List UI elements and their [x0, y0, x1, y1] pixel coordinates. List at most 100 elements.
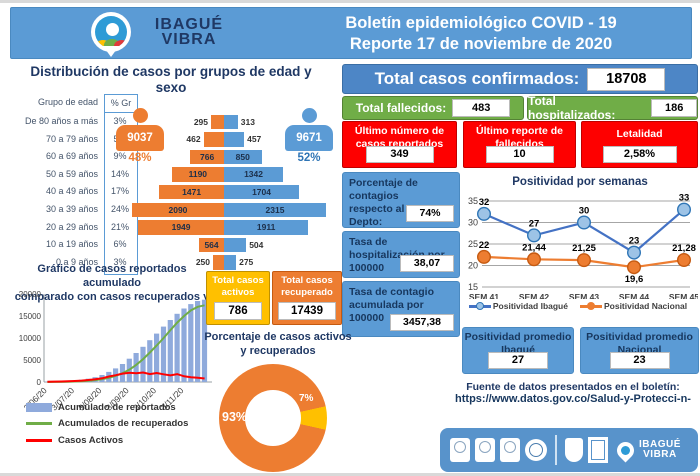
donut-title-line2: y recuperados [240, 345, 316, 357]
hospitalization-rate-box: Tasa de hospitalización por 100000 38,07 [342, 231, 460, 278]
bulletin-title-line2: Reporte 17 de noviembre de 2020 [349, 35, 613, 53]
age-group-label: 70 a 79 años [45, 133, 98, 144]
svg-text:25: 25 [468, 239, 478, 249]
pyramid-row: 30 a 39 años 24% 2090 2315 [12, 201, 342, 219]
male-bar: 1704 [224, 184, 300, 200]
header-bar: IBAGUÉ VIBRA Boletín epidemiológico COVI… [10, 7, 692, 59]
svg-text:21,25: 21,25 [572, 243, 596, 254]
dept-contagion-pct-label: Porcentaje de contagios respecto al Dept… [349, 177, 418, 228]
ibague-vibra-pin-small-icon [613, 437, 638, 463]
pyramid-row: 40 a 49 años 17% 1471 1704 [12, 183, 342, 201]
contagion-rate-value: 3457,38 [390, 314, 454, 331]
svg-text:5000: 5000 [23, 356, 41, 365]
male-bar: 457 [224, 132, 261, 147]
male-bar: 1342 [224, 167, 284, 182]
pyramid-row: 10 a 19 años 6% 564 504 [12, 236, 342, 254]
svg-text:SEM 41: SEM 41 [469, 292, 500, 299]
green-line-swatch-icon [26, 422, 52, 426]
positividad-legend: Positividad Ibagué Positividad Nacional [458, 301, 698, 311]
pyramid-bars: 250 275 [132, 254, 340, 272]
brand-wordmark: IBAGUÉ VIBRA [135, 17, 243, 48]
pyramid-row: 60 a 69 años 9% 766 850 [12, 148, 342, 166]
institution-logo-icon [588, 437, 608, 463]
data-source-url[interactable]: https://www.datos.gov.co/Salud-y-Protecc… [455, 393, 691, 405]
svg-text:15: 15 [468, 282, 478, 292]
age-group-label: 0 a 9 años [55, 256, 98, 267]
footer-divider [555, 435, 557, 465]
legend-item-reportados: Acumulado de reportados [26, 399, 188, 416]
svg-text:20000: 20000 [19, 290, 42, 299]
positividad-promedio-nacional-value: 23 [609, 352, 670, 369]
top-rule [0, 0, 700, 3]
last-reported-cases-box: Último número de casos reportados 349 [342, 121, 457, 168]
dept-contagion-pct-value: 74% [406, 205, 454, 222]
pyramid-bars: 462 457 [132, 131, 340, 149]
svg-text:SEM 44: SEM 44 [619, 292, 650, 299]
female-bar: 2090 [131, 202, 224, 217]
donut-active-label: 7% [299, 393, 314, 404]
total-recovered-label: Total casos recuperado [281, 275, 333, 298]
accumulated-chart-title-line2: comparado con casos recuperados y [14, 291, 210, 303]
pin-circle [95, 16, 127, 48]
svg-text:21,28: 21,28 [672, 243, 696, 254]
hill-yellow [95, 40, 111, 48]
svg-text:32: 32 [479, 197, 490, 208]
brand-line2: VIBRA [161, 31, 217, 48]
female-bar: 462 [186, 132, 224, 147]
svg-text:SEM 43: SEM 43 [569, 292, 600, 299]
female-icon [132, 108, 148, 123]
female-bar: 564 [199, 237, 224, 253]
pyramid-bars: 1471 1704 [132, 183, 340, 201]
male-bar: 275 [224, 255, 253, 270]
svg-text:30: 30 [468, 218, 478, 228]
total-confirmed-value: 18708 [587, 67, 666, 91]
positividad-promedio-ibague-box: Positividad promedio Ibagué 27 [462, 327, 574, 374]
contagion-rate-label: Tasa de contagio acumulada por 100000 [349, 286, 434, 324]
svg-text:SEM 45: SEM 45 [669, 292, 698, 299]
bulletin-title-line1: Boletín epidemiológico COVID - 19 [345, 14, 617, 32]
dept-contagion-pct-box: Porcentaje de contagios respecto al Dept… [342, 172, 460, 228]
donut-recovered-label: 93% [222, 410, 248, 424]
female-bar: 1471 [159, 184, 224, 200]
male-icon [301, 108, 317, 123]
age-group-label: 30 a 39 años [45, 203, 98, 214]
pyramid-row: 50 a 59 años 14% 1190 1342 [12, 166, 342, 184]
accumulated-legend: Acumulado de reportados Acumulados de re… [26, 399, 188, 449]
data-source-label: Fuente de datos presentados en el boletí… [466, 381, 680, 393]
female-bar: 1190 [171, 167, 224, 182]
total-hospitalized-label: Total hospitalizados: [528, 94, 616, 122]
age-group-percent: 3% [113, 256, 127, 267]
pyramid-bars: 2090 2315 [131, 201, 340, 219]
contagion-rate-box: Tasa de contagio acumulada por 100000 34… [342, 281, 460, 337]
male-total: 9671 [285, 125, 333, 151]
male-bar: 1911 [224, 220, 309, 235]
footer-bar: IBAGUÉ VIBRA [440, 428, 698, 472]
legend-item-ibague: Positividad Ibagué [468, 301, 568, 311]
pyramid-bars: 564 504 [132, 236, 340, 254]
pct-column-header: % Gr [104, 94, 138, 113]
age-group-label: 10 a 19 años [45, 239, 98, 250]
age-group-percent: 6% [113, 239, 127, 250]
male-summary: 9671 52% [283, 108, 335, 164]
pyramid-row: De 80 años a más 3% 295 313 [12, 113, 342, 131]
total-deaths-banner: Total fallecidos: 483 [342, 96, 524, 120]
svg-text:35: 35 [468, 196, 478, 206]
certification-icon [475, 438, 495, 462]
pyramid-title: Distribución de casos por grupos de edad… [30, 64, 312, 95]
age-group-percent: 24% [110, 203, 129, 214]
svg-text:15000: 15000 [19, 312, 42, 321]
data-source: Fuente de datos presentados en el boletí… [448, 381, 698, 405]
bottom-rule [0, 473, 700, 476]
legend-label-reportados: Acumulado de reportados [58, 401, 176, 413]
age-group-percent: 14% [110, 168, 129, 179]
certification-icon [500, 438, 520, 462]
footer-brand-line1: IBAGUÉ [639, 439, 681, 450]
female-bar: 295 [194, 114, 224, 129]
pyramid-row: 20 a 29 años 21% 1949 1911 [12, 219, 342, 237]
footer-brand-line2: VIBRA [643, 449, 677, 460]
female-bar: 766 [190, 149, 224, 165]
total-hospitalized-value: 186 [651, 99, 697, 117]
